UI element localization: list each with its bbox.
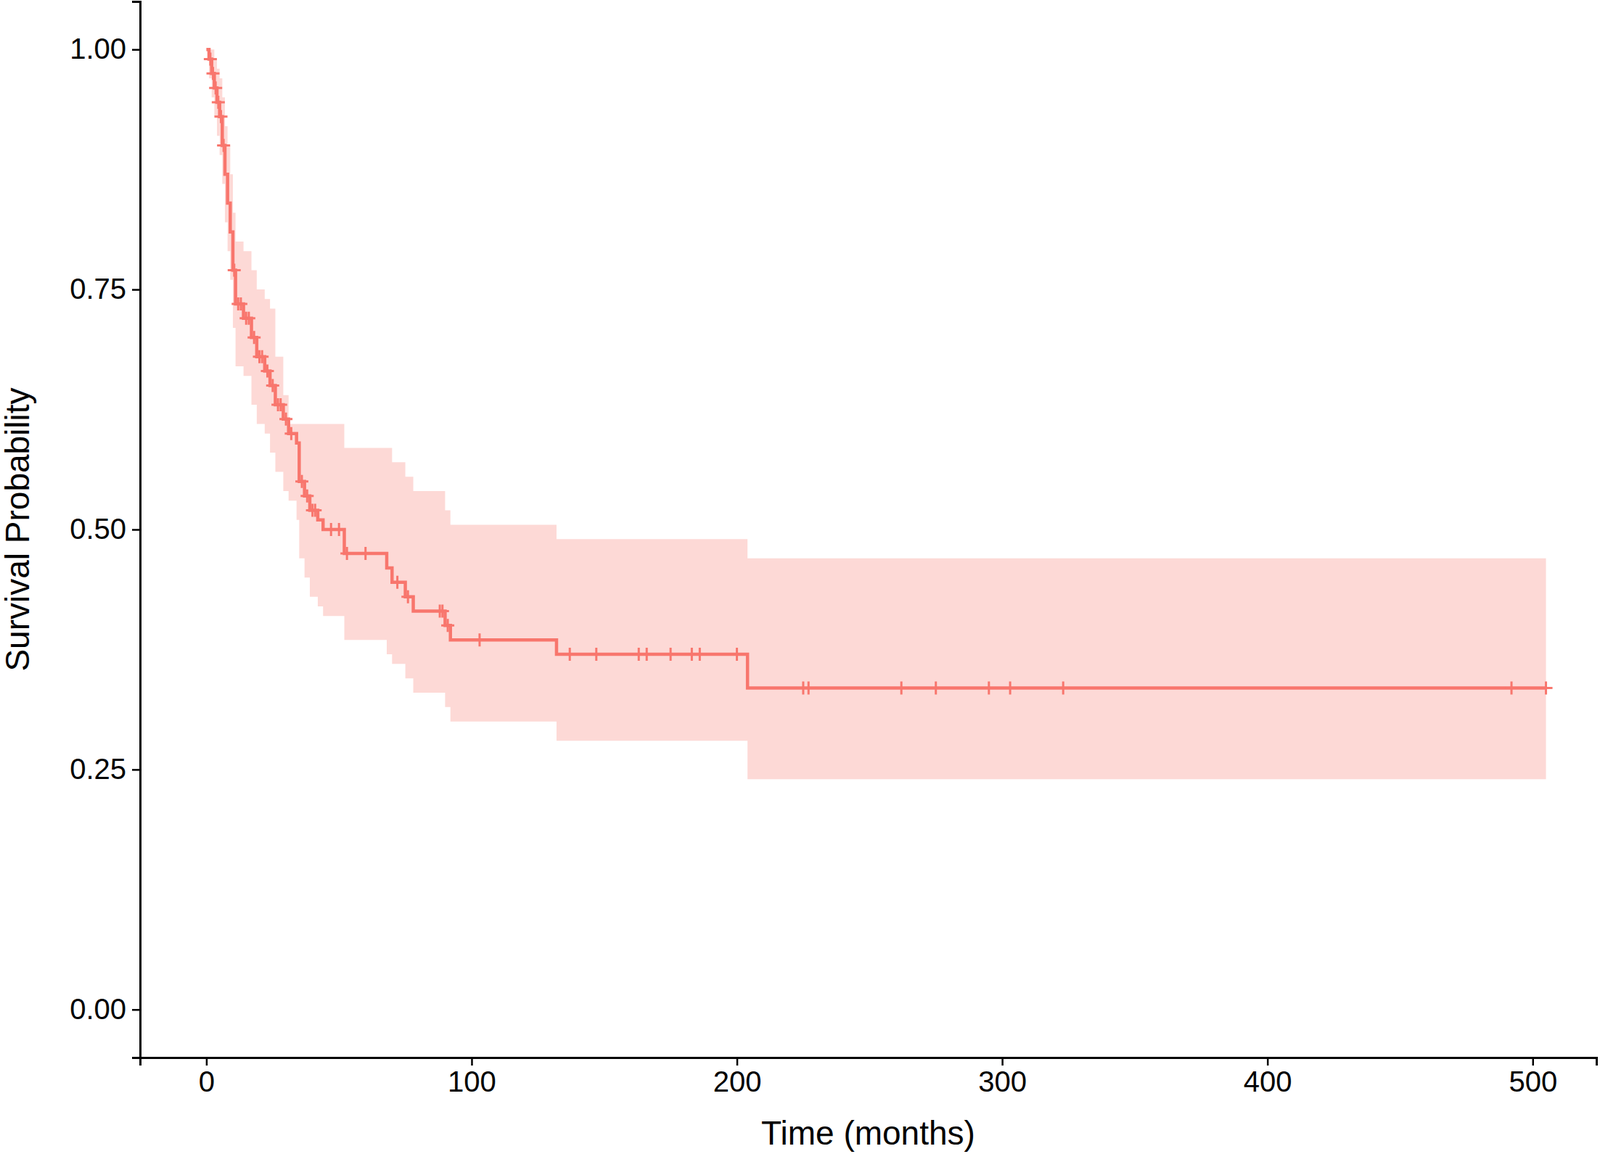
censor-mark <box>227 264 241 278</box>
tick: 0.75 <box>69 272 141 305</box>
axis-line <box>132 2 141 1059</box>
x-axis-title: Time (months) <box>761 1114 976 1153</box>
censor-mark <box>473 633 487 647</box>
censor-mark <box>216 139 231 153</box>
censor-mark <box>436 605 450 619</box>
tick-label: 0.75 <box>69 272 127 305</box>
tick: 400 <box>1243 1057 1293 1098</box>
censor-mark <box>730 647 744 662</box>
tick-mark <box>132 769 141 772</box>
censor-mark <box>234 297 248 311</box>
censor-mark <box>340 547 354 561</box>
survival-curve <box>206 49 1546 688</box>
tick: 0.25 <box>69 753 141 786</box>
tick: 500 <box>1508 1057 1558 1098</box>
tick-mark <box>132 288 141 291</box>
censor-mark <box>242 312 256 326</box>
y-axis: 0.00 0.25 0.50 0.75 1.00 <box>69 2 141 1059</box>
tick-label: 400 <box>1243 1065 1293 1098</box>
tick: 1.00 <box>69 32 141 65</box>
censor-mark <box>692 647 707 662</box>
tick-label: 0.50 <box>69 513 127 545</box>
censor-mark <box>1003 681 1017 695</box>
censor-mark <box>563 647 577 662</box>
tick-label: 0 <box>198 1065 215 1098</box>
tick-label: 0.00 <box>69 993 127 1026</box>
censor-mark <box>1504 681 1519 695</box>
censor-mark <box>295 475 309 489</box>
censor-mark <box>359 547 373 561</box>
tick-label: 200 <box>713 1065 762 1098</box>
censor-mark <box>441 618 455 633</box>
censor-mark <box>929 681 943 695</box>
censor-mark <box>640 647 654 662</box>
axis-line <box>140 1058 1598 1067</box>
tick: 0 <box>198 1057 215 1098</box>
tick-label: 100 <box>447 1065 497 1098</box>
tick-mark <box>736 1057 739 1066</box>
censor-mark <box>332 523 346 537</box>
tick: 200 <box>713 1057 762 1098</box>
censor-mark <box>894 681 908 695</box>
censor-mark <box>211 95 225 109</box>
censor-mark <box>206 66 220 80</box>
tick: 100 <box>447 1057 497 1098</box>
tick-mark <box>206 1057 209 1066</box>
tick-mark <box>132 48 141 51</box>
censor-mark <box>308 504 322 518</box>
confidence-band <box>206 49 1546 780</box>
tick-mark <box>1266 1057 1270 1066</box>
tick-label: 500 <box>1508 1065 1558 1098</box>
tick-mark <box>132 1009 141 1012</box>
tick-mark <box>1001 1057 1004 1066</box>
censor-mark <box>255 350 269 364</box>
censor-mark <box>663 647 678 662</box>
censor-mark <box>274 398 288 412</box>
censor-mark <box>260 364 274 379</box>
censor-mark <box>982 681 996 695</box>
chart: 0 100 200 300 400 500 0.00 0.25 0.50 0.75 1.00 Time… <box>0 0 1600 1162</box>
censor-mark <box>279 412 293 426</box>
tick: 0.00 <box>69 993 141 1026</box>
censor-mark <box>203 52 217 66</box>
censor-mark <box>284 427 298 441</box>
censor-mark <box>1539 681 1553 695</box>
tick-label: 0.25 <box>69 753 127 786</box>
censor-mark <box>589 647 603 662</box>
censor-mark <box>300 489 314 503</box>
tick-mark <box>1532 1057 1535 1066</box>
tick: 300 <box>978 1057 1027 1098</box>
censor-mark <box>391 576 405 590</box>
censor-mark <box>214 110 228 124</box>
tick-mark <box>470 1057 474 1066</box>
censor-mark <box>801 681 815 695</box>
censor-mark <box>1056 681 1070 695</box>
tick-label: 300 <box>978 1065 1027 1098</box>
tick: 0.50 <box>69 513 141 545</box>
y-axis-title: Survival Probability <box>0 387 37 672</box>
x-axis: 0 100 200 300 400 500 <box>140 1057 1598 1098</box>
censor-mark <box>247 330 261 344</box>
tick-mark <box>132 528 141 532</box>
censor-mark <box>401 590 415 604</box>
tick-label: 1.00 <box>69 32 127 65</box>
censor-mark <box>208 81 223 95</box>
censor-mark <box>266 378 280 392</box>
plot-area <box>203 49 1553 780</box>
